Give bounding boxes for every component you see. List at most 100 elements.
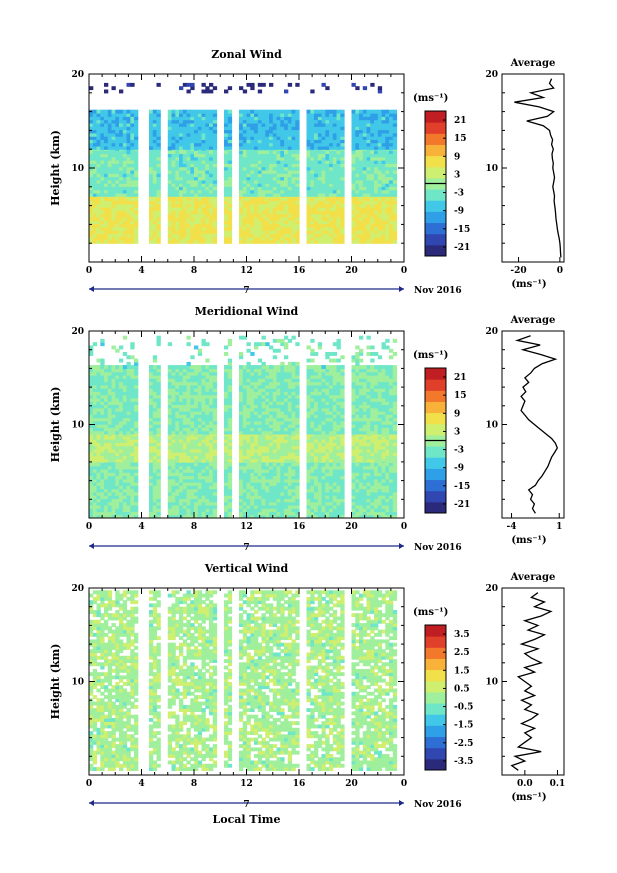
- heatmap-cell: [224, 166, 229, 171]
- heatmap-cell: [194, 113, 199, 117]
- heatmap-cell: [246, 439, 251, 443]
- heatmap-cell: [242, 504, 248, 509]
- heatmap-cell: [130, 192, 135, 197]
- heatmap-cell: [212, 455, 218, 460]
- heatmap-cell: [295, 220, 300, 225]
- heatmap-cell: [201, 183, 206, 187]
- heatmap-cell: [269, 504, 274, 509]
- heatmap-cell: [310, 132, 315, 137]
- heatmap-cell: [212, 475, 218, 480]
- heatmap-cell: [329, 136, 334, 140]
- heatmap-cell: [370, 488, 375, 493]
- heatmap-cell: [126, 203, 131, 208]
- heatmap-cell: [332, 197, 338, 201]
- heatmap-cell: [280, 173, 285, 178]
- heatmap-cell: [351, 150, 356, 154]
- heatmap-cell: [314, 472, 319, 477]
- heatmap-cell: [336, 109, 341, 114]
- heatmap-cell: [239, 455, 244, 460]
- heatmap-cell: [119, 109, 124, 114]
- heatmap-cell: [156, 430, 161, 435]
- heatmap-cell: [209, 139, 214, 144]
- heatmap-cell: [389, 468, 394, 473]
- heatmap-cell: [104, 179, 109, 184]
- heatmap-cell: [340, 485, 345, 490]
- heatmap-cell: [325, 462, 330, 467]
- colorbar-tick-label: -9: [454, 207, 464, 217]
- heatmap-cell: [190, 142, 195, 147]
- heatmap-cell: [257, 186, 263, 191]
- heatmap-cell: [182, 189, 188, 194]
- heatmap-cell: [310, 230, 315, 234]
- heatmap-cell: [171, 145, 176, 150]
- heatmap-cell: [190, 207, 195, 211]
- heatmap-cell: [355, 200, 360, 205]
- heatmap-cell: [194, 169, 199, 174]
- heatmap-cell: [246, 498, 251, 503]
- heatmap-cell: [261, 197, 266, 201]
- heatmap-cell: [321, 504, 326, 509]
- heatmap-cell: [355, 113, 360, 117]
- heatmap-cell: [111, 145, 116, 150]
- heatmap-cell: [209, 448, 214, 453]
- heatmap-cell: [119, 156, 124, 161]
- heatmap-cell: [377, 495, 383, 499]
- heatmap-cell: [340, 153, 345, 158]
- heatmap-cell: [377, 435, 383, 440]
- heatmap-cell: [370, 475, 375, 480]
- heatmap-cell: [242, 200, 248, 205]
- heatmap-cell: [317, 435, 323, 440]
- heatmap-cell: [209, 452, 214, 456]
- heatmap-cell: [257, 439, 263, 443]
- heatmap-cell: [317, 216, 323, 221]
- heatmap-cell: [254, 501, 259, 506]
- heatmap-cell: [359, 495, 364, 499]
- heatmap-cell: [287, 160, 293, 164]
- heatmap-cell: [167, 116, 173, 121]
- heatmap-cell: [201, 156, 206, 161]
- heatmap-cell: [134, 122, 139, 127]
- heatmap-cell: [107, 169, 113, 174]
- heatmap-cell: [100, 109, 105, 114]
- heatmap-cell: [381, 514, 386, 518]
- heatmap-cell: [130, 442, 135, 447]
- heatmap-cell: [389, 122, 394, 127]
- heatmap-cell: [351, 207, 356, 211]
- heatmap-cell: [381, 478, 386, 483]
- heatmap-cell: [149, 478, 154, 483]
- heatmap-cell: [134, 200, 139, 205]
- heatmap-cell: [190, 200, 195, 205]
- heatmap-cell: [340, 465, 345, 470]
- heatmap-cell: [96, 126, 101, 131]
- heatmap-cell: [194, 430, 199, 435]
- heatmap-cell: [359, 236, 364, 241]
- heatmap-cell: [122, 468, 128, 473]
- heatmap-cell: [197, 207, 203, 211]
- heatmap-cell: [306, 458, 311, 463]
- heatmap-cell: [239, 122, 244, 127]
- heatmap-cell: [314, 508, 319, 513]
- heatmap-cell: [362, 488, 368, 493]
- heatmap-cell: [306, 163, 311, 168]
- heatmap-cell: [325, 197, 330, 201]
- heatmap-cell: [389, 207, 394, 211]
- heatmap-cell: [359, 465, 364, 470]
- heatmap-cell: [152, 113, 158, 117]
- heatmap-cell: [130, 179, 135, 184]
- heatmap-cell: [287, 439, 293, 443]
- heatmap-cell: [246, 223, 251, 228]
- heatmap-cell: [209, 82, 214, 87]
- heatmap-cell: [111, 150, 116, 154]
- heatmap-cell: [122, 189, 128, 194]
- heatmap-cell: [179, 109, 184, 114]
- heatmap-cell: [107, 236, 113, 241]
- heatmap-cell: [362, 86, 368, 91]
- heatmap-cell: [257, 189, 263, 194]
- heatmap-cell: [269, 142, 274, 147]
- heatmap-cell: [355, 472, 360, 477]
- heatmap-cell: [284, 207, 289, 211]
- heatmap-cell: [310, 472, 315, 477]
- heatmap-cell: [107, 455, 113, 460]
- heatmap-cell: [115, 498, 120, 503]
- heatmap-cell: [377, 160, 383, 164]
